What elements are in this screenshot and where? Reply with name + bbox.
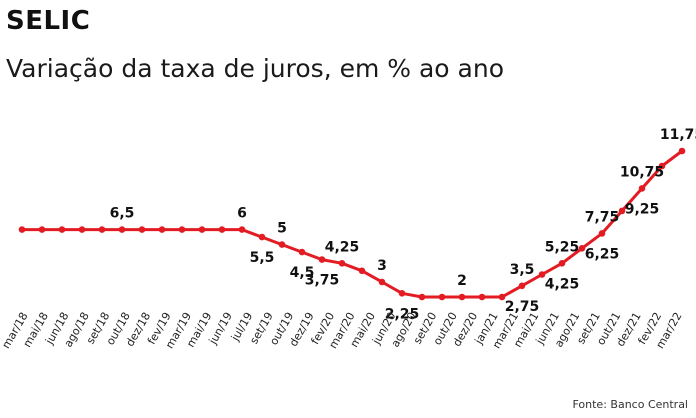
data-label: 6,25 xyxy=(585,246,620,262)
data-label: 6 xyxy=(237,206,247,222)
data-point xyxy=(58,226,66,233)
data-label: 2,75 xyxy=(505,299,540,315)
data-point xyxy=(198,226,206,233)
data-point xyxy=(358,267,366,275)
data-point xyxy=(178,226,186,233)
series-line xyxy=(20,149,684,299)
data-point xyxy=(38,226,46,233)
data-label: 6,5 xyxy=(110,206,135,222)
data-label: 7,75 xyxy=(585,209,620,225)
data-label: 4,5 xyxy=(290,265,315,281)
data-point xyxy=(98,226,106,233)
data-point xyxy=(278,241,286,248)
data-point xyxy=(658,162,666,170)
data-point xyxy=(518,282,526,290)
chart-subtitle: Variação da taxa de juros, em % ao ano xyxy=(6,54,504,83)
x-axis-tick-labels: mar/18mai/18jun/18ago/18set/18out/18dez/… xyxy=(0,310,685,351)
data-label: 9,25 xyxy=(625,201,660,217)
data-point xyxy=(338,260,346,267)
data-point xyxy=(678,147,686,155)
data-point xyxy=(258,233,266,241)
data-point xyxy=(618,207,626,215)
data-label: 10,75 xyxy=(620,164,664,180)
data-point xyxy=(458,293,466,301)
data-label: 3,75 xyxy=(305,273,340,289)
data-point xyxy=(598,230,606,237)
data-label: 5,5 xyxy=(250,250,275,266)
data-point xyxy=(298,248,306,256)
source-note: Fonte: Banco Central xyxy=(572,398,688,411)
data-point xyxy=(638,185,646,192)
data-labels: 6,5 6 5,55 4,5 4,25 3,75 3 2,25 2 3,5 2,75 5,25 4,25… xyxy=(110,127,696,322)
data-label: 5 xyxy=(277,221,287,237)
data-point xyxy=(138,226,146,233)
data-point xyxy=(378,278,386,286)
data-point xyxy=(238,226,246,233)
data-point xyxy=(18,226,26,233)
chart-title: SELIC xyxy=(6,6,91,36)
data-point xyxy=(78,226,86,233)
data-point xyxy=(478,293,486,301)
data-point xyxy=(578,245,586,252)
data-point xyxy=(418,293,426,301)
data-label: 3 xyxy=(377,258,387,274)
data-label: 2,25 xyxy=(385,306,420,322)
data-point xyxy=(118,226,126,233)
data-label: 2 xyxy=(457,273,467,289)
data-label: 3,5 xyxy=(510,262,535,278)
data-point xyxy=(498,293,506,301)
data-label: 5,25 xyxy=(545,239,580,255)
series-group xyxy=(18,147,686,301)
data-label: 4,25 xyxy=(545,276,580,292)
data-point xyxy=(218,226,226,233)
data-point xyxy=(318,256,326,263)
data-label: 4,25 xyxy=(325,239,360,255)
data-label: 11,75 xyxy=(660,127,696,143)
data-point xyxy=(438,293,446,301)
data-point xyxy=(538,271,546,278)
data-point xyxy=(158,226,166,233)
data-point xyxy=(398,290,406,297)
data-point xyxy=(558,260,566,267)
